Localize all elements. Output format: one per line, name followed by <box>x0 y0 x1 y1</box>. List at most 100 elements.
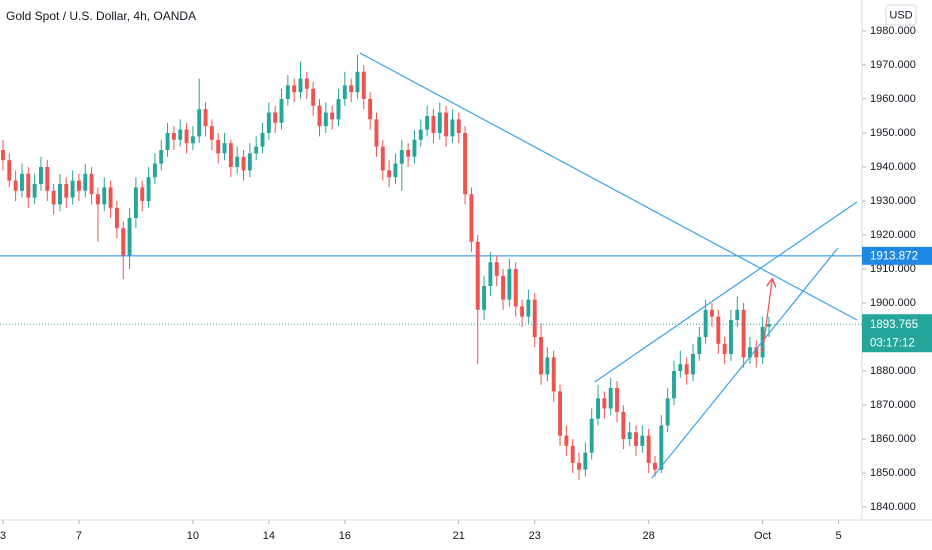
currency-box[interactable] <box>885 4 917 26</box>
candle-body <box>330 112 335 120</box>
candle-body <box>418 129 423 140</box>
candle-body <box>165 132 170 150</box>
candle-body <box>121 228 126 256</box>
y-tick-label: 1860.000 <box>870 433 916 445</box>
candle-body <box>216 139 221 154</box>
y-tick-label: 1960.000 <box>870 93 916 105</box>
candle-body <box>583 452 588 470</box>
candle-body <box>431 115 436 133</box>
candle-body <box>51 190 56 205</box>
candle-body <box>235 156 240 167</box>
candle-body <box>558 391 563 436</box>
candle-body <box>691 354 695 375</box>
candle-body <box>349 85 354 93</box>
candle-body <box>311 88 316 106</box>
candle-body <box>57 183 62 205</box>
candle-body <box>114 207 119 229</box>
candle-body <box>184 129 189 144</box>
axes: 1840.000 1850.000 1860.000 1870.000 1880.000… <box>0 25 932 542</box>
candle-body <box>513 269 518 307</box>
candle-body <box>526 299 531 317</box>
countdown-label: 03:17:12 <box>870 337 915 349</box>
candle-body <box>254 146 259 154</box>
y-tick-label: 1910.000 <box>870 263 916 275</box>
candle-body <box>539 337 544 375</box>
candle-body <box>672 371 676 399</box>
candle-body <box>241 156 246 171</box>
candle-body <box>197 109 202 137</box>
candle-body <box>361 71 366 99</box>
x-tick-label: 16 <box>339 530 351 542</box>
candle-body <box>728 320 733 355</box>
candle-body <box>665 398 670 426</box>
candle-body <box>368 98 373 120</box>
y-tick-label: 1900.000 <box>870 297 916 309</box>
trend-line <box>651 247 839 479</box>
last-price-label: 1893.765 <box>870 319 918 331</box>
candle-body <box>412 139 417 157</box>
candle-body <box>501 275 506 300</box>
y-tick-label: 1980.000 <box>870 25 916 37</box>
candle-body <box>222 143 227 154</box>
y-tick-label: 1920.000 <box>870 229 916 241</box>
candle-body <box>95 194 100 205</box>
candle-body <box>463 132 468 195</box>
x-tick-label: Oct <box>754 530 771 542</box>
candle-body <box>336 98 341 120</box>
candle-body <box>444 112 449 137</box>
candle-body <box>634 432 638 446</box>
candle-body <box>589 418 594 453</box>
candle-body <box>627 432 632 440</box>
price-label-box <box>862 246 932 265</box>
candle-body <box>20 173 24 191</box>
x-tick-label: 10 <box>187 530 199 542</box>
currency-label[interactable]: USD <box>889 9 912 21</box>
candle-body <box>323 112 328 127</box>
candle-body <box>488 262 493 287</box>
candle-body <box>564 435 569 446</box>
candle-body <box>285 85 290 99</box>
candle-body <box>602 398 607 409</box>
candle-body <box>26 173 31 198</box>
candle-body <box>716 316 721 344</box>
candle-body <box>450 119 455 137</box>
candle-body <box>159 149 164 164</box>
candle-body <box>273 112 278 123</box>
y-tick-label: 1880.000 <box>870 365 916 377</box>
candle-body <box>292 85 297 93</box>
x-tick-label: 3 <box>0 530 6 542</box>
candle-body <box>70 180 75 198</box>
candle-body <box>171 132 176 140</box>
y-tick-label: 1870.000 <box>870 399 916 411</box>
candle-body <box>425 115 430 130</box>
candle-body <box>722 343 727 355</box>
candle-body <box>766 324 771 327</box>
candle-body <box>76 180 81 191</box>
candle-body <box>133 187 138 218</box>
candle-body <box>646 435 651 463</box>
y-tick-label: 1930.000 <box>870 195 916 207</box>
candle-body <box>570 445 575 463</box>
candle-body <box>266 112 271 133</box>
candle-body <box>697 337 702 355</box>
candle-body <box>532 299 537 338</box>
candle-body <box>735 309 740 321</box>
candle-body <box>146 177 151 201</box>
candle-body <box>741 309 746 358</box>
candle-body <box>89 173 94 195</box>
x-tick-label: 14 <box>263 530 275 542</box>
candle-body <box>279 98 284 123</box>
y-tick-label: 1850.000 <box>870 467 916 479</box>
candle-body <box>437 112 442 133</box>
candle-body <box>710 309 714 317</box>
candle-body <box>703 309 708 338</box>
candle-body <box>608 388 613 409</box>
candle-body <box>482 286 487 310</box>
chart-title: Gold Spot / U.S. Dollar, 4h, OANDA <box>6 9 196 23</box>
plot-area <box>0 52 862 480</box>
candle-body <box>228 143 233 167</box>
candle-body <box>342 85 347 99</box>
candle-body <box>140 187 145 201</box>
candle-body <box>659 425 664 470</box>
